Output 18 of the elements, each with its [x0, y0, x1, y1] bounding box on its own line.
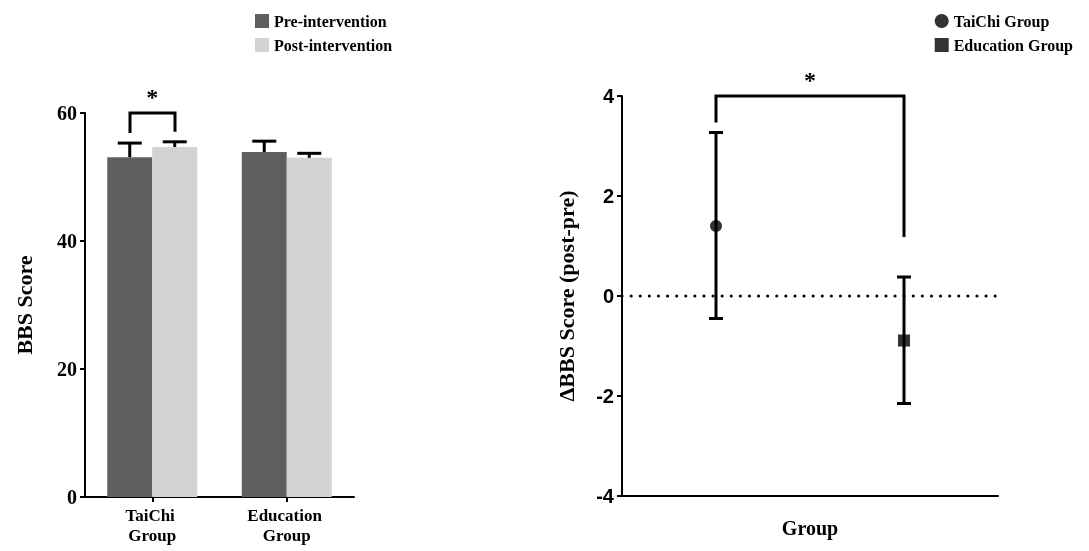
y-tick-label: 60: [57, 102, 77, 124]
legend-label: Education Group: [953, 36, 1074, 55]
text: *: [146, 84, 159, 110]
x-axis-title: Group: [781, 517, 839, 540]
y-tick-label: -2: [596, 385, 614, 407]
y-tick-label: 2: [602, 185, 614, 207]
y-tick-label: 20: [57, 358, 77, 380]
legend-label: TaiChi Group: [953, 12, 1050, 31]
y-tick-label: 0: [67, 486, 77, 508]
legend-label: Pre-intervention: [274, 12, 387, 30]
y-tick-label: 40: [57, 230, 77, 252]
y-tick-label: -4: [596, 485, 615, 507]
y-axis-title: BBS Score: [11, 255, 37, 355]
y-tick-label: 4: [602, 85, 615, 107]
legend-label: Post-intervention: [274, 36, 393, 54]
y-tick-label: 0: [602, 285, 614, 307]
text: *: [804, 67, 816, 93]
y-axis-title: ΔBBS Score (post-pre): [553, 190, 579, 402]
